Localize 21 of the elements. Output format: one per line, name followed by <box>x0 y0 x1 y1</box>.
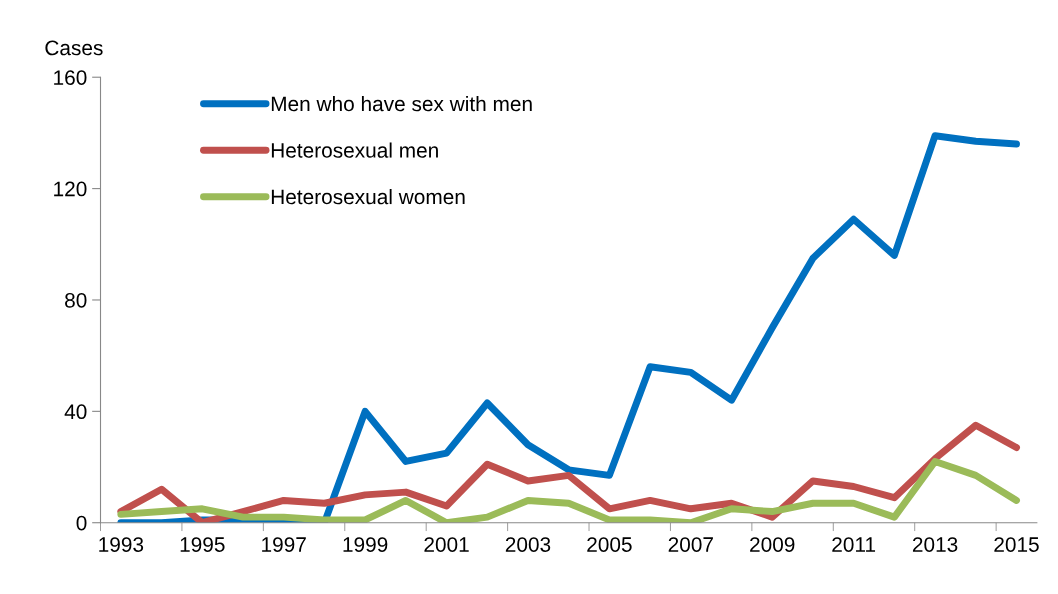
x-tick-label: 2013 <box>912 537 958 552</box>
y-tick-label: 160 <box>54 70 87 85</box>
x-tick-label: 2015 <box>994 537 1039 552</box>
legend-label: Heterosexual men <box>271 142 438 158</box>
x-tick-label: 1997 <box>262 537 306 552</box>
x-tick-label: 1995 <box>180 537 225 552</box>
y-tick-label: 120 <box>54 181 87 197</box>
y-tick-label: 0 <box>76 515 87 531</box>
x-tick-label: 2001 <box>424 537 469 552</box>
x-tick-label: 2005 <box>587 537 632 552</box>
x-tick-label: 2011 <box>832 537 876 552</box>
x-tick-label: 2003 <box>505 537 551 552</box>
x-tick-label: 2007 <box>668 537 713 552</box>
legend-label: Men who have sex with men <box>271 95 532 112</box>
x-tick-label: 1999 <box>343 537 388 552</box>
x-tick-label: 2009 <box>750 537 795 552</box>
y-tick-label: 40 <box>64 404 87 420</box>
x-tick-label: 1993 <box>99 537 144 552</box>
y-axis-title: Cases <box>45 40 103 56</box>
legend-label: Heterosexual women <box>271 188 465 205</box>
y-tick-label: 80 <box>65 292 87 308</box>
